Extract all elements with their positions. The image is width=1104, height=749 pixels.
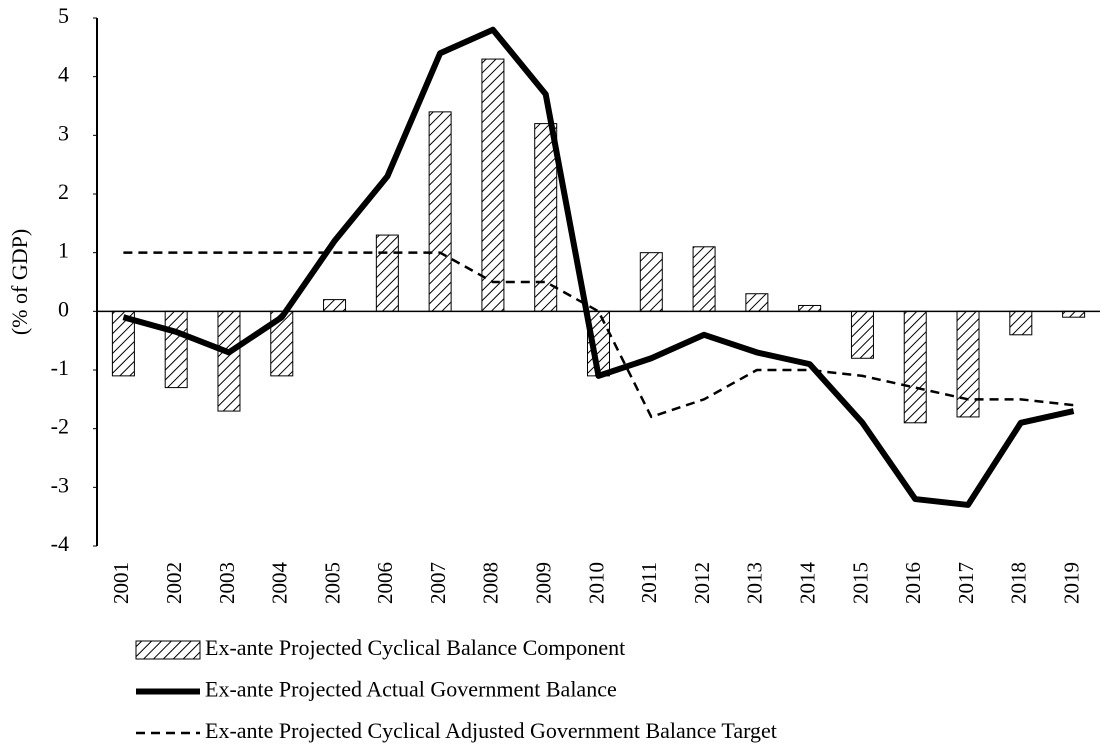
x-tick-label: 2005 [320, 562, 344, 604]
y-tick-label: -2 [51, 414, 69, 439]
legend-label: Ex-ante Projected Actual Government Bala… [205, 677, 617, 702]
y-axis-label: (% of GDP) [7, 229, 32, 335]
x-tick-label: 2014 [795, 562, 819, 605]
bar [745, 293, 769, 312]
y-tick-label: 4 [58, 62, 69, 87]
legend-label: Ex-ante Projected Cyclical Balance Compo… [205, 635, 625, 660]
y-tick-label: 2 [58, 179, 69, 204]
line [122, 26, 1075, 508]
bar [1009, 310, 1033, 336]
x-tick-label: 2011 [637, 562, 661, 603]
x-tick-label: 2001 [109, 562, 133, 604]
x-tick-label: 2018 [1007, 562, 1031, 604]
y-tick-label: 3 [58, 120, 69, 145]
x-tick-label: 2008 [479, 562, 503, 604]
y-tick-label: 5 [58, 3, 69, 28]
y-tick-label: -1 [51, 355, 69, 380]
x-tick-label: 2010 [584, 562, 608, 604]
legend-label: Ex-ante Projected Cyclical Adjusted Gove… [205, 718, 777, 743]
x-tick-label: 2009 [532, 562, 556, 604]
bar [217, 310, 241, 412]
x-tick-label: 2016 [901, 562, 925, 604]
bar [428, 111, 452, 312]
bar [1062, 310, 1086, 318]
bar [798, 304, 822, 312]
x-tick-label: 2004 [268, 562, 292, 605]
line [123, 251, 1074, 419]
bar [375, 234, 399, 312]
bar [903, 310, 927, 424]
y-tick-label: 0 [58, 296, 69, 321]
legend-swatch [135, 640, 201, 660]
bar [692, 246, 716, 312]
x-tick-label: 2013 [743, 562, 767, 604]
y-tick-label: -3 [51, 472, 69, 497]
x-tick-label: 2003 [215, 562, 239, 604]
y-tick-label: 1 [58, 238, 69, 263]
bar [323, 299, 347, 312]
x-tick-label: 2012 [690, 562, 714, 604]
bar [956, 310, 980, 418]
x-tick-label: 2006 [373, 562, 397, 604]
bar [850, 310, 874, 359]
x-tick-label: 2002 [162, 562, 186, 604]
x-tick-label: 2015 [848, 562, 872, 604]
bar [481, 58, 505, 312]
x-tick-label: 2019 [1059, 562, 1083, 604]
x-tick-label: 2007 [426, 562, 450, 604]
y-tick-label: -4 [51, 531, 69, 556]
x-tick-label: 2017 [954, 562, 978, 604]
bar [639, 252, 663, 312]
bar [164, 310, 188, 389]
